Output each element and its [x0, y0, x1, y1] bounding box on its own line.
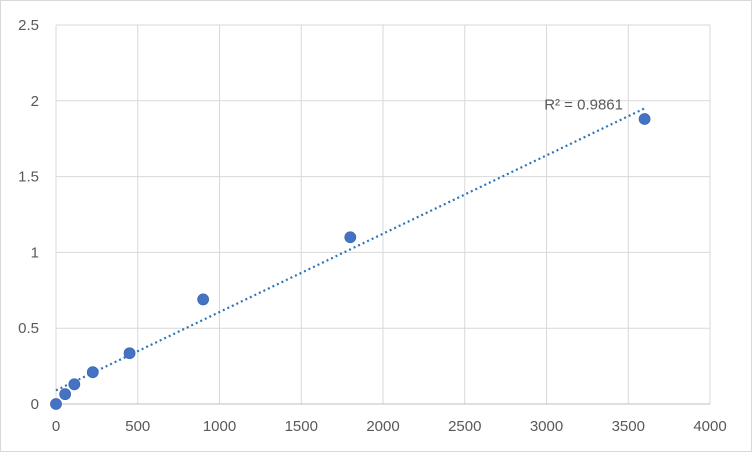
r-squared-label: R² = 0.9861: [544, 96, 623, 113]
y-tick-labels: 0 0.5 1 1.5 2 2.5: [18, 17, 39, 413]
x-tick-labels: 0 500 1000 1500 2000 2500 3000 3500 4000: [52, 418, 727, 435]
grid-lines: [56, 24, 711, 404]
data-points: [50, 113, 651, 410]
x-tick-label: 4000: [693, 418, 726, 435]
x-tick-label: 1500: [285, 418, 318, 435]
x-tick-label: 3500: [612, 418, 645, 435]
data-point: [50, 398, 62, 410]
y-tick-label: 0.5: [18, 320, 39, 337]
x-tick-label: 2500: [448, 418, 481, 435]
y-tick-label: 0: [31, 396, 39, 413]
x-tick-label: 0: [52, 418, 60, 435]
axes: [55, 25, 710, 405]
trendline-group: [55, 107, 646, 392]
x-tick-label: 1000: [203, 418, 236, 435]
data-point: [344, 231, 357, 244]
y-tick-label: 1.5: [18, 169, 39, 186]
y-tick-label: 2.5: [18, 17, 39, 34]
data-point: [68, 378, 81, 391]
data-point: [59, 388, 72, 401]
data-point: [638, 113, 651, 125]
data-point: [123, 347, 136, 360]
trendline: [55, 107, 646, 392]
y-tick-label: 1: [31, 244, 39, 261]
y-tick-label: 2: [31, 93, 39, 110]
data-point: [197, 293, 210, 306]
x-tick-label: 500: [125, 418, 150, 435]
x-tick-label: 2000: [366, 418, 399, 435]
x-tick-label: 3000: [530, 418, 563, 435]
data-point: [86, 366, 99, 379]
